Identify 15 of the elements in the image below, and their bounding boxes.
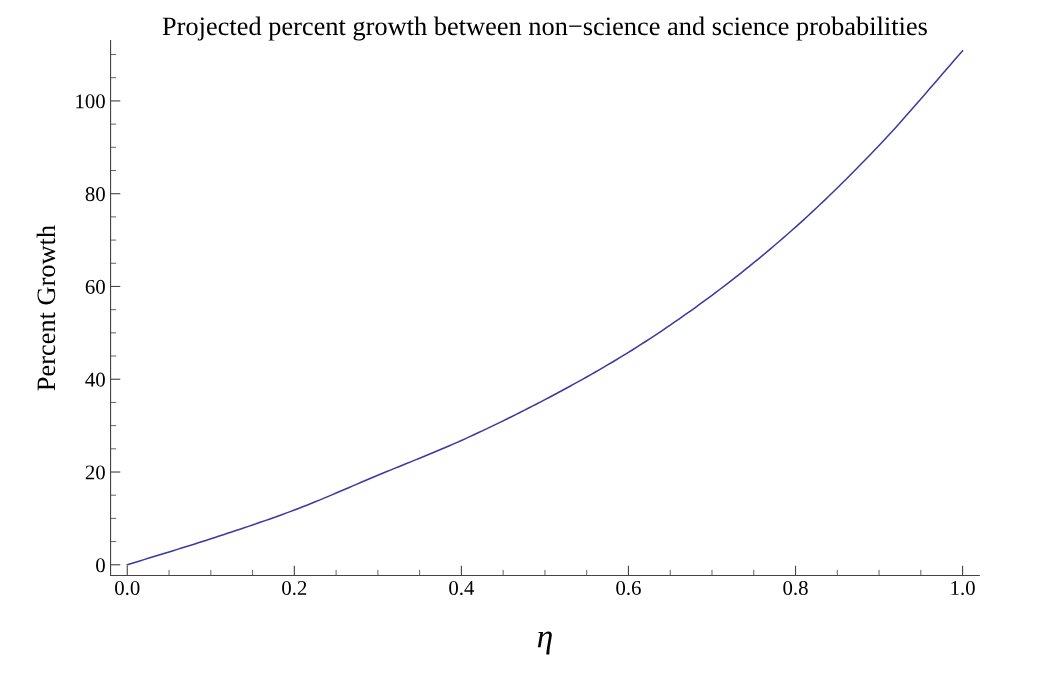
x-tick-label: 0.8 bbox=[783, 580, 808, 596]
x-tick-label: 0.2 bbox=[282, 580, 307, 596]
x-tick-label: 0.0 bbox=[115, 580, 140, 596]
y-axis-title: Percent Growth bbox=[36, 225, 56, 391]
x-tick-label: 0.6 bbox=[616, 580, 641, 596]
y-tick-label: 60 bbox=[85, 279, 105, 294]
chart-title: Projected percent growth between non−science and science probabilities bbox=[162, 16, 927, 41]
x-axis-title: η bbox=[537, 631, 552, 655]
x-tick-label: 0.4 bbox=[449, 580, 475, 596]
y-tick-label: 40 bbox=[85, 372, 105, 387]
y-tick-label: 100 bbox=[76, 94, 105, 109]
y-tick-label: 80 bbox=[85, 187, 105, 202]
y-tick-label: 20 bbox=[85, 465, 105, 480]
x-tick-label: 1.0 bbox=[951, 580, 975, 596]
y-tick-label: 0 bbox=[96, 558, 105, 573]
